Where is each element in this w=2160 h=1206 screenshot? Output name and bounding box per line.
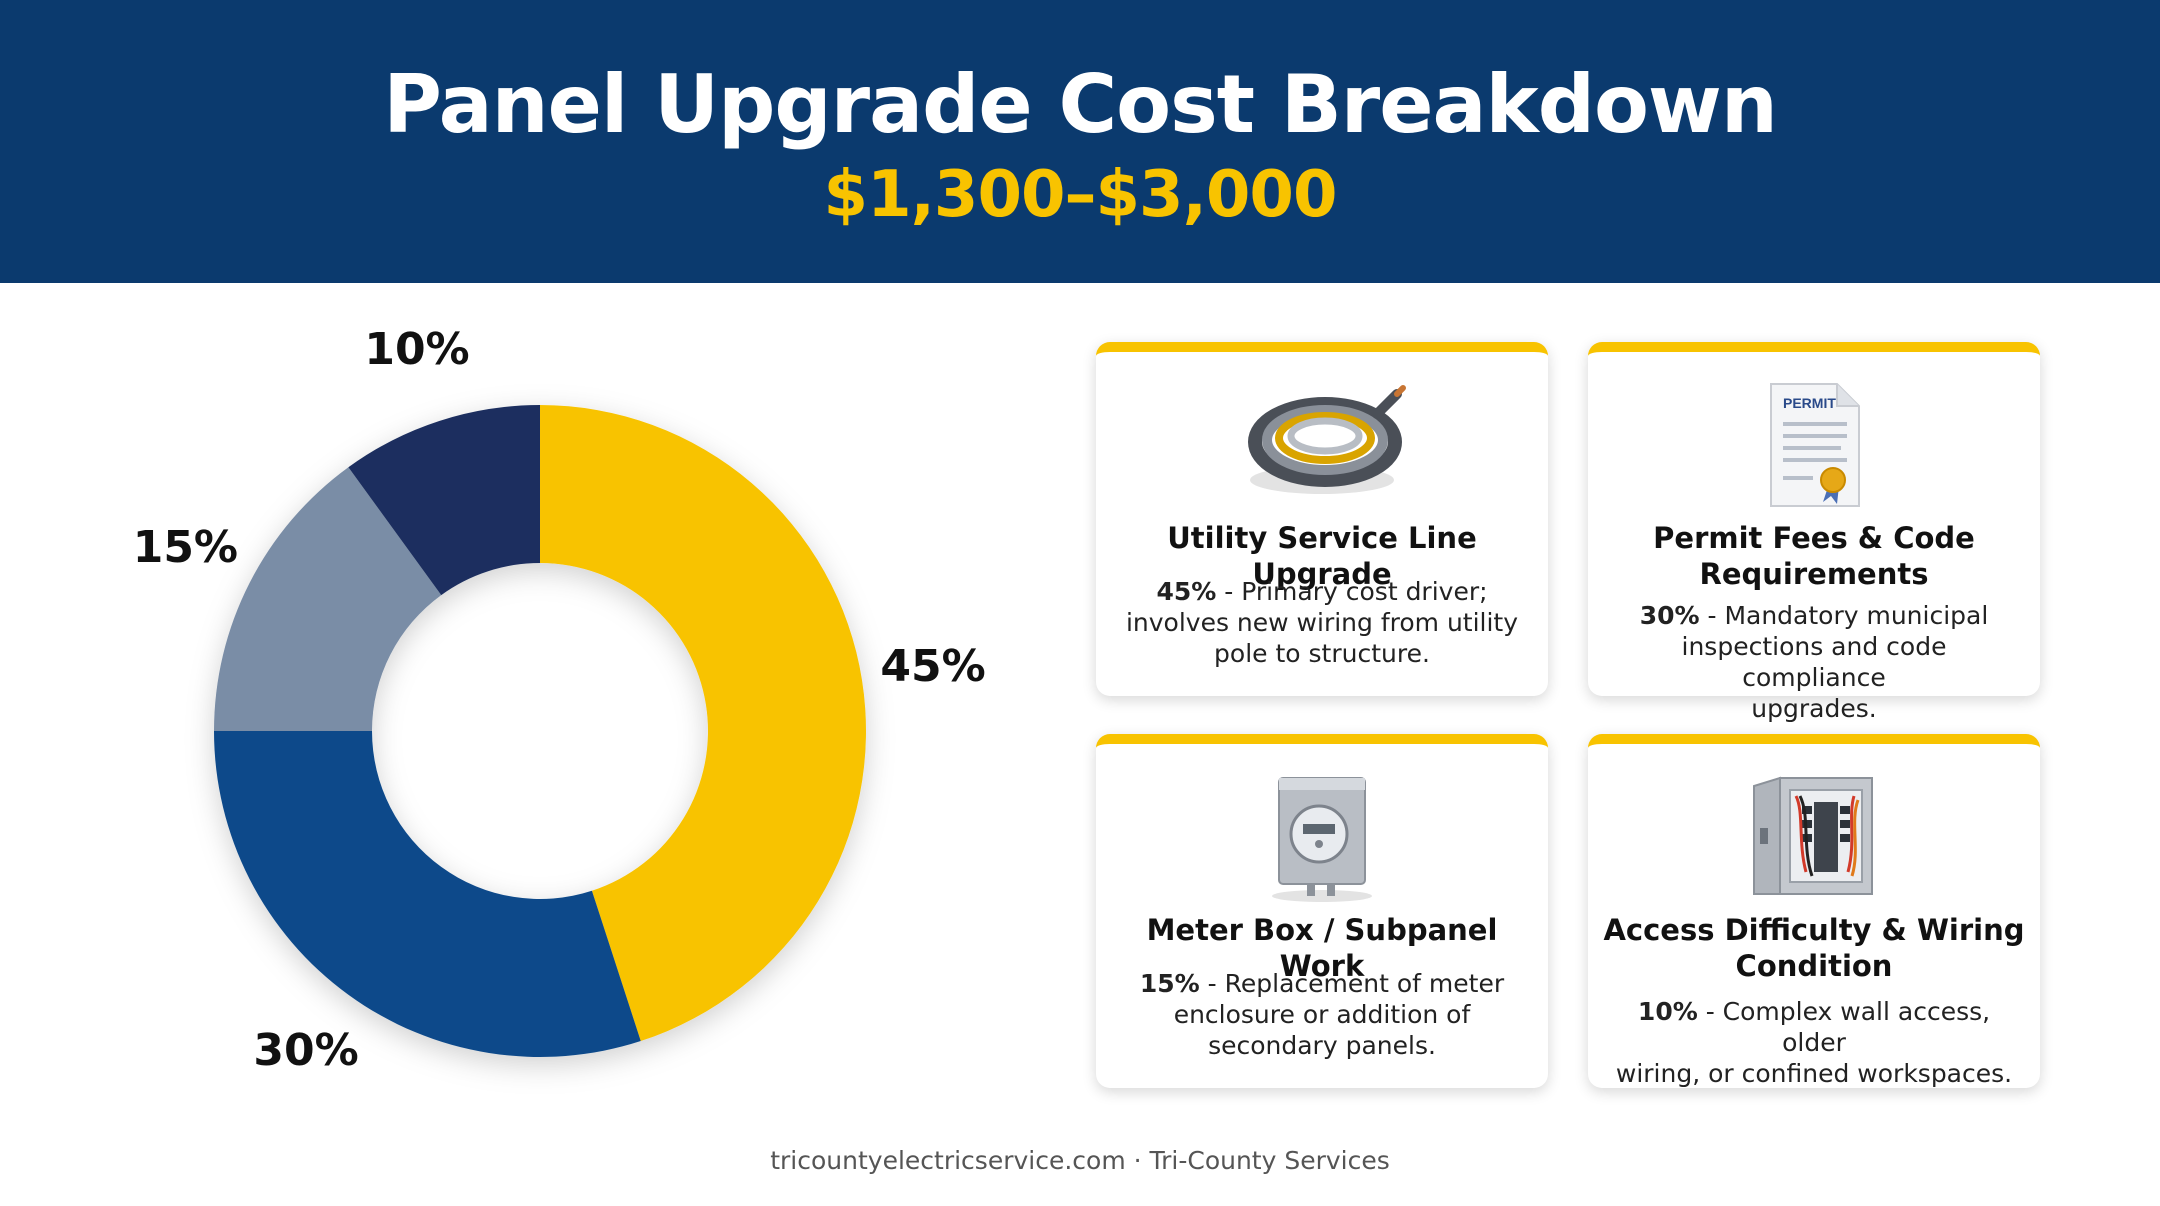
card-desc-line: - Replacement of meter: [1199, 969, 1505, 998]
header-banner: Panel Upgrade Cost Breakdown $1,300–$3,0…: [0, 0, 2160, 283]
card-desc-line: secondary panels.: [1208, 1031, 1436, 1060]
donut-slice-4: [348, 405, 540, 596]
slice-label-3: 15%: [132, 522, 239, 574]
cost-range: $1,300–$3,000: [823, 158, 1338, 232]
card-percent: 10%: [1637, 997, 1698, 1026]
card-percent: 15%: [1139, 969, 1200, 998]
donut-chart: 45% 30% 15% 10%: [120, 324, 1080, 1110]
permit-document-icon: PERMIT: [1588, 380, 2040, 510]
slice-label-2: 30%: [253, 1024, 359, 1076]
card-meter-box: Meter Box / Subpanel Work 15% - Replacem…: [1096, 734, 1548, 1088]
card-desc-line: inspections and code compliance: [1681, 632, 1947, 692]
card-desc-line: involves new wiring from utility: [1125, 608, 1519, 637]
card-title: Access Difficulty & Wiring Condition: [1603, 913, 2025, 983]
slice-label-4: 10%: [364, 324, 470, 376]
card-desc-line: - Mandatory municipal: [1699, 601, 1989, 630]
page-title: Panel Upgrade Cost Breakdown: [383, 58, 1778, 151]
electric-meter-icon: [1096, 772, 1548, 902]
card-utility-service-line: Utility Service Line Upgrade 45% - Prima…: [1096, 342, 1548, 696]
card-desc-line: - Complex wall access, older: [1697, 997, 1991, 1057]
card-description: 15% - Replacement of meter enclosure or a…: [1114, 968, 1530, 1061]
card-percent: 30%: [1639, 601, 1700, 630]
card-description: 30% - Mandatory municipal inspections and…: [1606, 600, 2022, 724]
card-title: Meter Box / Subpanel Work: [1146, 913, 1498, 983]
donut-slice-1: [540, 405, 866, 1042]
card-title: Permit Fees & Code Requirements: [1653, 521, 1975, 591]
card-permit-fees: PERMIT Permit Fees & Code Requirements 3…: [1588, 342, 2040, 723]
card-percent: 45%: [1156, 577, 1217, 606]
footer-text: tricountyelectricservice.com · Tri-Count…: [770, 1146, 1390, 1175]
card-desc-line: upgrades.: [1751, 694, 1877, 723]
donut-slice-2: [214, 731, 641, 1057]
card-description: 10% - Complex wall access, older wiring, …: [1606, 996, 2022, 1089]
card-desc-line: enclosure or addition of: [1173, 1000, 1471, 1029]
card-desc-line: - Primary cost driver;: [1216, 577, 1488, 606]
permit-icon-text: PERMIT: [1783, 395, 1836, 411]
donut-chart-svg: [214, 405, 866, 1057]
breaker-panel-icon: [1588, 772, 2040, 902]
wire-coil-icon: [1096, 380, 1548, 510]
card-description: 45% - Primary cost driver; involves new w…: [1114, 576, 1530, 669]
slice-label-1: 45%: [880, 640, 986, 692]
donut-slice-3: [214, 467, 442, 731]
card-desc-line: wiring, or confined workspaces.: [1615, 1059, 2013, 1088]
card-desc-line: pole to structure.: [1214, 639, 1430, 668]
card-access-difficulty: Access Difficulty & Wiring Condition 10%…: [1588, 734, 2040, 1088]
card-title: Utility Service Line Upgrade: [1167, 521, 1477, 591]
